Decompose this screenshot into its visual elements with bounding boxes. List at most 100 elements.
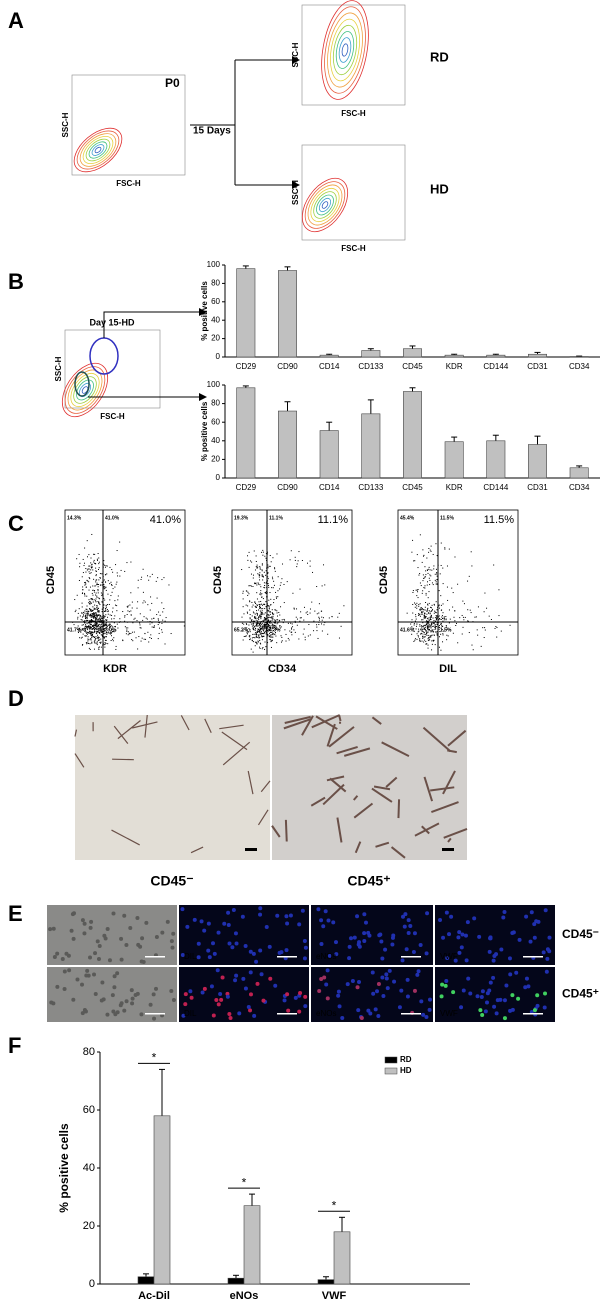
- cell: [227, 942, 231, 946]
- cell-dot: [416, 603, 417, 604]
- cell-dot: [151, 638, 152, 639]
- quadrant-label: 1.5%: [440, 627, 452, 633]
- cell-dot: [265, 592, 266, 593]
- cell-dot: [119, 542, 120, 543]
- cell: [499, 947, 503, 951]
- cell: [367, 934, 371, 938]
- cell-dot: [433, 626, 434, 627]
- cell: [227, 923, 231, 927]
- cell: [495, 1011, 499, 1015]
- cell-dot: [98, 638, 99, 639]
- cell-dot: [104, 644, 105, 645]
- cell: [197, 955, 201, 959]
- cell-dot: [266, 558, 267, 559]
- cell-dot: [279, 615, 280, 616]
- cell: [406, 994, 410, 998]
- cell-dot: [263, 587, 264, 588]
- cell-dot: [85, 620, 86, 621]
- cell-dot: [297, 619, 298, 620]
- cell-dot: [428, 648, 429, 649]
- cell-dot: [162, 632, 163, 633]
- cell: [356, 985, 360, 989]
- cell-dot: [247, 612, 248, 613]
- cell-dot: [263, 636, 264, 637]
- cell-dot: [102, 582, 103, 583]
- cell-dot: [307, 563, 308, 564]
- cell: [254, 960, 258, 964]
- cell: [170, 946, 174, 950]
- cell: [508, 972, 512, 976]
- cell-dot: [439, 605, 440, 606]
- cell-dot: [310, 613, 311, 614]
- cell-dot: [86, 611, 87, 612]
- cell: [480, 1013, 484, 1017]
- cell-dot: [137, 648, 138, 649]
- cell: [533, 1008, 537, 1012]
- cell-dot: [260, 569, 261, 570]
- cell-dot: [100, 615, 101, 616]
- cell: [412, 950, 416, 954]
- cell: [97, 957, 101, 961]
- cell-dot: [413, 560, 414, 561]
- cell-dot: [90, 558, 91, 559]
- x-tick-label: CD34: [569, 362, 590, 371]
- cell-dot: [436, 584, 437, 585]
- cell-dot: [427, 605, 428, 606]
- cell-dot: [96, 579, 97, 580]
- cell-dot: [436, 601, 437, 602]
- stain-label: VWF: [440, 952, 458, 961]
- cell: [88, 956, 92, 960]
- quadrant-label: 41.7%: [67, 627, 82, 633]
- cell-dot: [308, 624, 309, 625]
- cell-dot: [265, 642, 266, 643]
- cell: [122, 914, 126, 918]
- cell: [284, 914, 288, 918]
- cell-dot: [91, 615, 92, 616]
- cell-dot: [421, 614, 422, 615]
- cell-dot: [248, 625, 249, 626]
- bar: [528, 354, 546, 357]
- cell-dot: [93, 579, 94, 580]
- cell-dot: [424, 629, 425, 630]
- cell-dot: [265, 612, 266, 613]
- cell-dot: [262, 612, 263, 613]
- cell: [154, 987, 158, 991]
- axis-label: CD34: [268, 663, 297, 675]
- cell-dot: [435, 617, 436, 618]
- cell: [120, 958, 124, 962]
- cell: [545, 970, 549, 974]
- cell-dot: [95, 639, 96, 640]
- cell-dot: [496, 637, 497, 638]
- cell-dot: [462, 615, 463, 616]
- cell: [358, 945, 362, 949]
- cell-dot: [421, 627, 422, 628]
- cell-dot: [324, 584, 325, 585]
- cell-dot: [104, 600, 105, 601]
- cell: [234, 931, 238, 935]
- cell-dot: [95, 598, 96, 599]
- cell-dot: [91, 642, 92, 643]
- cell: [53, 955, 57, 959]
- cell-dot: [416, 605, 417, 606]
- cell-dot: [253, 652, 254, 653]
- cell-dot: [104, 565, 105, 566]
- cell-dot: [93, 554, 94, 555]
- cell-dot: [423, 555, 424, 556]
- cell-dot: [83, 630, 84, 631]
- cell-dot: [145, 602, 146, 603]
- cell: [385, 977, 389, 981]
- cell-dot: [269, 636, 270, 637]
- cell-dot: [258, 582, 259, 583]
- cell-dot: [257, 614, 258, 615]
- cell-dot: [428, 612, 429, 613]
- cell-dot: [427, 626, 428, 627]
- cell-dot: [91, 611, 92, 612]
- cell-dot: [429, 637, 430, 638]
- cell: [258, 913, 262, 917]
- cell-dot: [243, 624, 244, 625]
- cell-dot: [444, 618, 445, 619]
- cell-dot: [93, 612, 94, 613]
- cell-dot: [82, 625, 83, 626]
- cell-dot: [427, 585, 428, 586]
- cell-dot: [117, 572, 118, 573]
